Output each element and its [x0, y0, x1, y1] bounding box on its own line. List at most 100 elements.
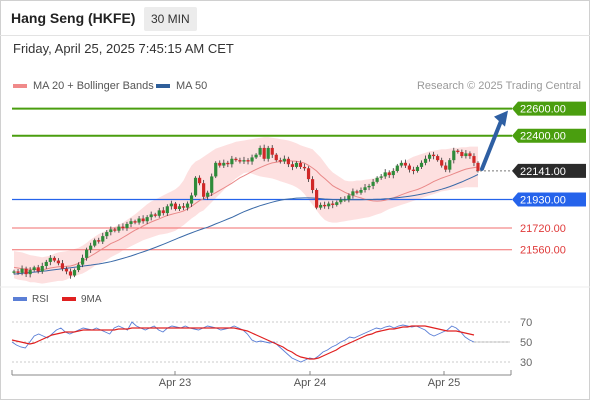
- candle-body: [226, 162, 230, 165]
- candle-body: [262, 147, 266, 159]
- candle-body: [230, 158, 234, 165]
- candle-body: [189, 195, 194, 204]
- candle-body: [109, 229, 113, 233]
- level-label-22400-00: 22400.00: [520, 131, 566, 143]
- candle-body: [310, 179, 315, 190]
- rsi-ma9-line: [11, 325, 475, 360]
- candle-body: [68, 271, 73, 276]
- candle-body: [60, 263, 65, 269]
- legend-bollinger: MA 20 + Bollinger Bands: [13, 80, 154, 92]
- rsi-tick-30: 30: [520, 357, 532, 369]
- ma20-line: [13, 160, 479, 271]
- candle-body: [448, 160, 452, 170]
- candle-body: [367, 185, 371, 188]
- candle-body: [97, 240, 101, 242]
- candle-body: [125, 223, 129, 228]
- candle-body: [32, 267, 36, 271]
- candle-body: [294, 162, 299, 167]
- candle-body: [290, 164, 294, 167]
- ma9-legend-label: 9MA: [81, 294, 102, 305]
- candle-body: [286, 158, 290, 165]
- candle-body: [444, 165, 448, 170]
- candle-body: [117, 226, 121, 231]
- candle-body: [64, 268, 69, 272]
- candle-body: [12, 271, 16, 273]
- level-badge-target: [512, 101, 586, 116]
- candle-body: [339, 199, 343, 203]
- candle-body: [383, 172, 387, 177]
- candle-body: [214, 162, 218, 177]
- candle-body: [121, 226, 125, 228]
- candle-body: [468, 153, 472, 157]
- candle-body: [432, 154, 436, 157]
- candle-body: [105, 232, 109, 237]
- level-badge-current: [512, 163, 586, 178]
- candle-body: [169, 203, 173, 207]
- level-label-21560-00: 21560.00: [520, 245, 566, 257]
- candle-body: [80, 257, 85, 265]
- candle-body: [327, 203, 331, 207]
- candle-body: [149, 214, 153, 218]
- candle-body: [101, 236, 105, 242]
- candle-body: [347, 195, 351, 200]
- candle-body: [137, 218, 141, 223]
- candle-body: [210, 176, 214, 193]
- timeframe-badge[interactable]: 30 MIN: [144, 7, 197, 31]
- candle-body: [113, 229, 117, 231]
- candle-body: [141, 218, 145, 222]
- candle-body: [395, 165, 399, 171]
- ma9-legend-swatch: [62, 297, 76, 301]
- x-tick-label: Apr 23: [159, 377, 191, 389]
- candle-body: [355, 191, 359, 193]
- datetime-label: Friday, April 25, 2025 7:45:15 AM CET: [13, 41, 234, 56]
- candle-body: [323, 204, 327, 207]
- legend-ma50-label: MA 50: [176, 80, 208, 92]
- candle-body: [335, 202, 339, 205]
- candle-body: [129, 221, 133, 224]
- candle-body: [423, 158, 428, 163]
- candle-body: [93, 240, 97, 246]
- candle-body: [246, 160, 250, 162]
- candle-body: [181, 206, 186, 208]
- candle-body: [464, 153, 468, 157]
- legend-ma50: MA 50: [156, 80, 207, 92]
- candle-body: [472, 156, 476, 163]
- candle-body: [460, 152, 464, 157]
- candle-body: [407, 165, 412, 170]
- projection-arrowhead: [494, 110, 508, 127]
- level-label-21720-00: 21720.00: [520, 223, 566, 235]
- instrument-title: Hang Seng (HKFE): [11, 10, 136, 26]
- candle-body: [375, 177, 379, 182]
- candle-body: [274, 154, 278, 161]
- candle-body: [266, 147, 270, 159]
- candle-body: [298, 162, 303, 167]
- candle-body: [218, 162, 222, 166]
- candle-body: [427, 154, 432, 159]
- level-label-21930-00: 21930.00: [520, 195, 566, 207]
- level-label-22600-00: 22600.00: [520, 104, 566, 116]
- candle-body: [254, 154, 258, 158]
- candle-body: [242, 160, 246, 162]
- level-badge-pivot: [512, 192, 586, 207]
- candle-body: [40, 266, 44, 272]
- candle-body: [278, 160, 282, 162]
- candle-body: [319, 204, 323, 208]
- candle-body: [351, 191, 355, 196]
- credit-label: Research © 2025 Trading Central: [416, 80, 581, 92]
- x-tick-label: Apr 25: [428, 377, 460, 389]
- candle-body: [72, 270, 77, 276]
- candle-body: [85, 249, 89, 258]
- candle-body: [387, 172, 391, 176]
- candle-body: [419, 162, 424, 167]
- candle-body: [193, 177, 198, 196]
- candle-body: [202, 183, 206, 197]
- candle-body: [36, 267, 40, 272]
- header-bar: Hang Seng (HKFE) 30 MIN: [0, 0, 590, 36]
- candle-body: [411, 169, 416, 171]
- ma50-swatch: [156, 84, 170, 88]
- candle-body: [177, 206, 182, 209]
- candle-body: [456, 150, 460, 152]
- candle-body: [403, 162, 407, 166]
- candle-body: [44, 261, 48, 266]
